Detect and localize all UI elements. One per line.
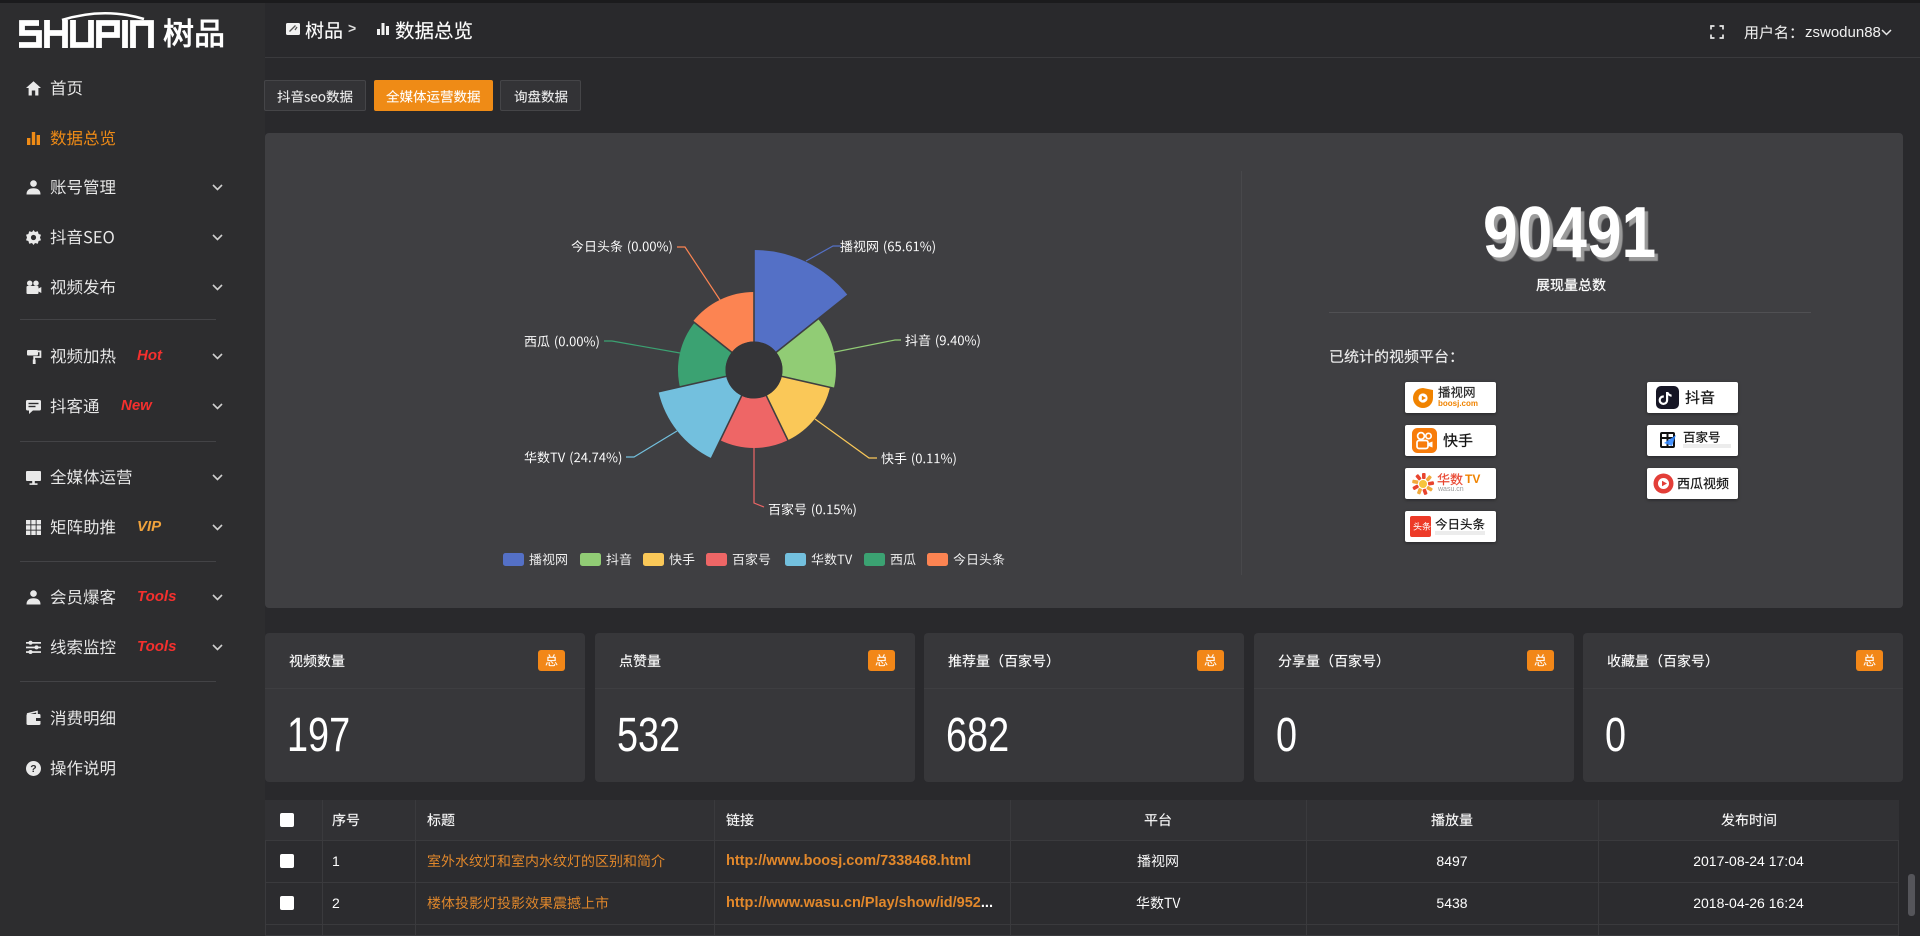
svg-text:?: ? (30, 763, 36, 775)
